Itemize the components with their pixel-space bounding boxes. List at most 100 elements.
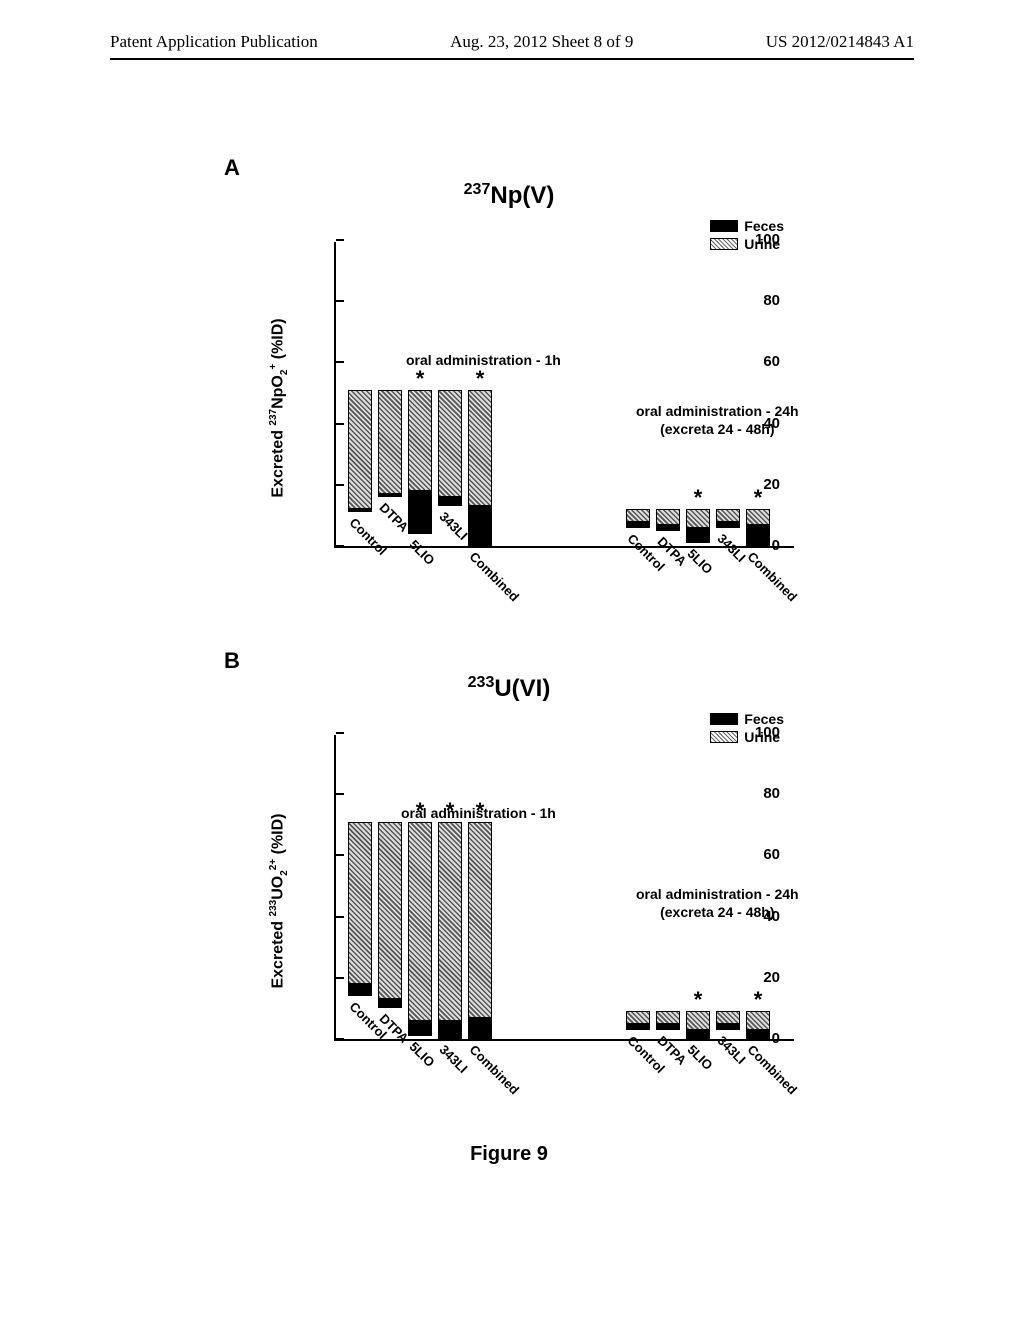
bar-segment-urine (408, 822, 432, 1021)
bar-group: ControlDTPA5LIO*343LICombined* (626, 509, 770, 546)
bar-segment-feces (378, 999, 402, 1008)
y-tick-label: 80 (763, 292, 780, 309)
patent-header: Patent Application Publication Aug. 23, … (0, 32, 1024, 52)
figure-9: A 237Np(V) Feces Urine Excreted 237NpO2+… (224, 155, 794, 1166)
bar-segment-feces (656, 1024, 680, 1030)
header-right: US 2012/0214843 A1 (766, 32, 914, 52)
bar-segment-feces (656, 525, 680, 531)
panel-a-chart: Feces Urine Excreted 237NpO2+ (%ID) 0204… (284, 218, 794, 598)
x-tick-label: DTPA (377, 500, 412, 535)
bar-group: ControlDTPA5LIO*343LICombined* (348, 390, 492, 546)
feces-swatch (710, 713, 738, 725)
x-tick-label: 343LI (715, 1033, 749, 1067)
bar: 5LIO* (408, 390, 432, 534)
bar-segment-feces (716, 522, 740, 528)
header-left: Patent Application Publication (110, 32, 318, 52)
bar-segment-feces (378, 494, 402, 497)
bar: Control (626, 1011, 650, 1029)
bar-segment-urine (468, 822, 492, 1018)
bar-segment-urine (348, 822, 372, 984)
x-tick-label: 343LI (715, 530, 749, 564)
x-tick-label: 5LIO (685, 1042, 716, 1073)
bar-segment-feces (746, 525, 770, 546)
bar-segment-urine (438, 822, 462, 1021)
significance-star: * (754, 989, 763, 1011)
panel-b-title-main: U(VI) (494, 675, 550, 702)
header-center: Aug. 23, 2012 Sheet 8 of 9 (450, 32, 633, 52)
y-tick (336, 916, 344, 918)
y-tick (336, 423, 344, 425)
panel-b-title-sup: 233 (468, 674, 495, 691)
bar-segment-urine (746, 509, 770, 524)
bar-segment-feces (626, 522, 650, 528)
bar-segment-feces (716, 1024, 740, 1030)
y-tick (336, 793, 344, 795)
bar: DTPA (656, 1011, 680, 1029)
y-tick-label: 100 (755, 231, 780, 248)
bar-segment-feces (438, 497, 462, 506)
y-tick-label: 0 (772, 1030, 780, 1047)
y-tick-label: 20 (763, 476, 780, 493)
bar-segment-feces (686, 1030, 710, 1039)
panel-b-chart: Feces Urine Excreted 233UO22+ (%ID) 0204… (284, 711, 794, 1091)
x-tick-label: Combined (745, 1042, 801, 1098)
panel-a-title-sup: 237 (464, 181, 491, 198)
bar-segment-urine (686, 1011, 710, 1029)
panel-a-title: 237Np(V) (224, 181, 794, 210)
x-tick-label: Combined (745, 549, 801, 605)
y-tick (336, 854, 344, 856)
bar-segment-feces (348, 984, 372, 996)
annotation-text: oral administration - 1h (401, 805, 556, 821)
x-tick-label: 343LI (437, 509, 471, 543)
bar-segment-feces (468, 1018, 492, 1039)
y-tick-label: 60 (763, 353, 780, 370)
y-tick (336, 239, 344, 241)
y-tick-label: 100 (755, 724, 780, 741)
bar: 343LI (716, 509, 740, 527)
bar: Control (348, 390, 372, 512)
panel-a-ylabel: Excreted 237NpO2+ (%ID) (268, 318, 290, 497)
bar: Combined* (468, 822, 492, 1039)
significance-star: * (754, 487, 763, 509)
panel-a-title-main: Np(V) (490, 182, 554, 209)
bar-segment-urine (468, 390, 492, 506)
y-tick (336, 361, 344, 363)
bar-segment-urine (656, 1011, 680, 1023)
x-tick-label: 5LIO (685, 546, 716, 577)
bar-group: ControlDTPA5LIO*343LI*Combined* (348, 822, 492, 1039)
panel-a-label: A (224, 155, 794, 181)
y-tick (336, 300, 344, 302)
bar-segment-urine (408, 390, 432, 491)
bar-segment-urine (656, 509, 680, 524)
bar-segment-urine (626, 1011, 650, 1023)
bar: 343LI* (438, 822, 462, 1039)
significance-star: * (694, 487, 703, 509)
panel-b-ylabel: Excreted 233UO22+ (%ID) (268, 813, 290, 988)
x-tick-label: Combined (467, 549, 523, 605)
panel-a-plot: 020406080100ControlDTPA5LIO*343LICombine… (334, 242, 794, 548)
bar: DTPA (378, 390, 402, 497)
annotation-text: oral administration - 1h (406, 352, 561, 368)
annotation-text: oral administration - 24h(excreta 24 - 4… (636, 885, 799, 921)
bar-segment-feces (626, 1024, 650, 1030)
bar-segment-urine (378, 390, 402, 494)
bar-segment-feces (348, 509, 372, 512)
bar: Control (348, 822, 372, 996)
panel-b-title: 233U(VI) (224, 674, 794, 703)
bar: Combined* (746, 1011, 770, 1039)
bar: 5LIO* (686, 509, 710, 543)
bar-segment-feces (408, 491, 432, 534)
bar-segment-feces (686, 528, 710, 543)
significance-star: * (416, 368, 425, 390)
panel-b-plot: 020406080100ControlDTPA5LIO*343LI*Combin… (334, 735, 794, 1041)
bar: DTPA (656, 509, 680, 530)
bar-segment-urine (716, 1011, 740, 1023)
x-tick-label: Control (347, 515, 390, 558)
y-tick-label: 20 (763, 969, 780, 986)
y-tick (336, 1038, 344, 1040)
annotation-text: oral administration - 24h(excreta 24 - 4… (636, 402, 799, 438)
bar: 343LI (716, 1011, 740, 1029)
bar-segment-urine (348, 390, 372, 509)
bar-segment-urine (716, 509, 740, 521)
feces-swatch (710, 220, 738, 232)
